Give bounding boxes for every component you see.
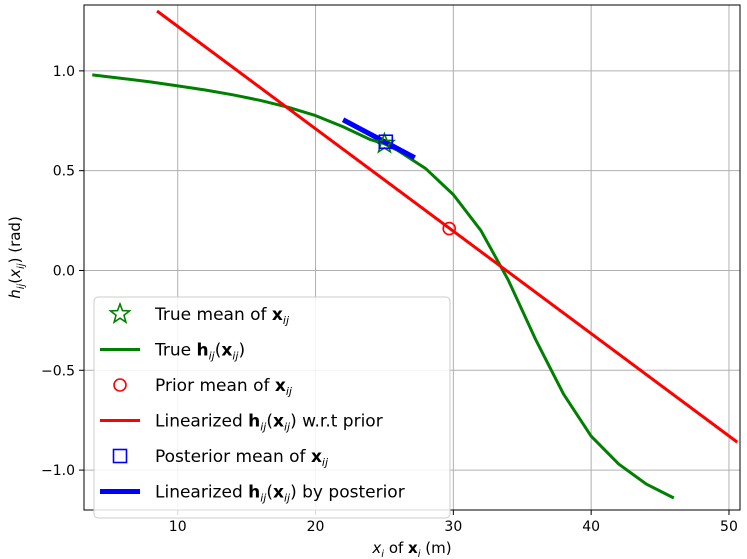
y-ticks: −1.0 −0.5 0.0 0.5 1.0	[41, 64, 84, 479]
x-tick-label: 10	[169, 519, 187, 535]
legend-label-posterior-linearization: Linearized hij(xij) by posterior	[155, 483, 405, 505]
x-tick-label: 30	[444, 519, 462, 535]
y-tick-label: 0.0	[53, 263, 75, 279]
x-ticks: 10 20 30 40 50	[169, 510, 738, 535]
marker-prior-mean	[442, 221, 457, 236]
legend-box	[93, 296, 451, 519]
x-axis-label: xi of xi (m)	[371, 539, 451, 559]
legend-swatch-true-mean	[108, 301, 132, 324]
x-tick-label: 20	[307, 519, 325, 535]
legend-swatches	[100, 301, 140, 494]
y-tick-label: 0.5	[53, 164, 75, 180]
legend-swatch-prior-mean	[113, 378, 127, 392]
legend-swatch-posterior-mean	[112, 448, 128, 464]
y-axis-label: hij(xij) (rad)	[6, 216, 27, 299]
y-tick-label: −1.0	[41, 463, 75, 479]
legend: True mean of xij True hij(xij) Prior mea…	[93, 296, 451, 519]
series-line-prior-linearization	[156, 9, 739, 444]
legend-label-prior-mean: Prior mean of xij	[155, 376, 293, 398]
x-tick-label: 40	[582, 519, 600, 535]
legend-label-posterior-mean: Posterior mean of xij	[155, 447, 329, 469]
x-tick-label: 50	[720, 519, 738, 535]
legend-label-true-curve: True hij(xij)	[154, 341, 245, 363]
plot-markers	[372, 131, 457, 236]
y-tick-label: 1.0	[53, 64, 75, 80]
legend-label-prior-linearization: Linearized hij(xij) w.r.t prior	[155, 412, 383, 434]
marker-posterior-mean	[378, 134, 394, 150]
y-tick-label: −0.5	[41, 363, 75, 379]
legend-label-true-mean: True mean of xij	[154, 305, 290, 327]
